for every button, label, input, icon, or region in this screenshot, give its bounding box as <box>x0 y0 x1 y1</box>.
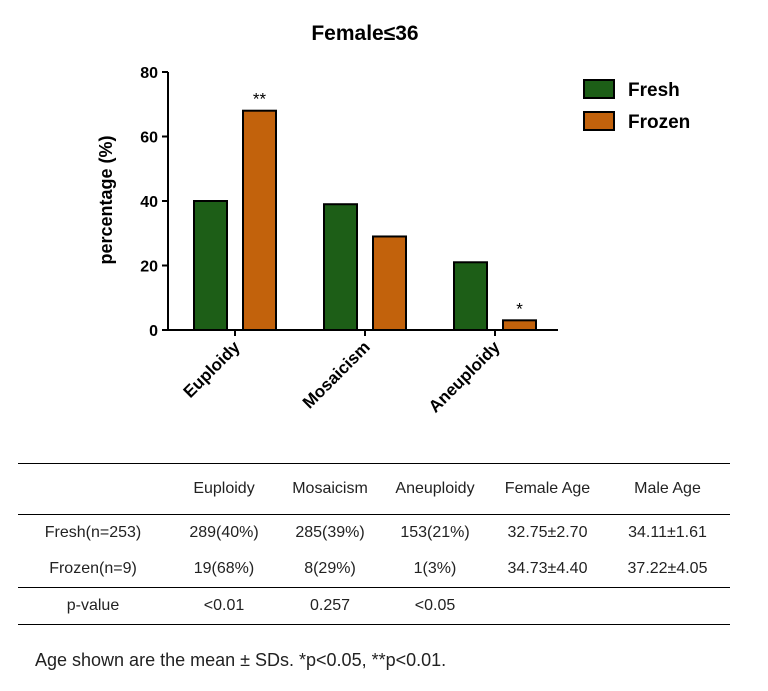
y-tick-label: 0 <box>149 323 158 340</box>
legend-label: Frozen <box>628 112 690 133</box>
x-tick-label: Aneuploidy <box>425 337 504 416</box>
header-cell: Female Age <box>504 480 591 497</box>
y-tick-label: 80 <box>140 65 158 82</box>
x-tick-label: Euploidy <box>180 337 245 402</box>
y-axis-label: percentage (%) <box>96 135 116 264</box>
chart: Female≤36 percentage (%) 0 20 40 60 80 Euploi… <box>96 22 690 416</box>
bar <box>502 319 537 332</box>
bar <box>453 261 488 331</box>
header-cell: Euploidy <box>193 480 255 497</box>
table-cell: 34.73±4.40 <box>507 560 588 577</box>
table-cell: 32.75±2.70 <box>507 524 588 541</box>
y-tick-label: 60 <box>140 130 158 147</box>
y-tick-label: 20 <box>140 259 158 276</box>
legend-label: Fresh <box>628 80 680 101</box>
table-cell: 289(40%) <box>189 524 259 541</box>
data-table: Euploidy Mosaicism Aneuploidy Female Age Mal… <box>18 463 730 625</box>
bar <box>193 200 228 331</box>
table-cell: 19(68%) <box>193 560 255 577</box>
table-cell: <0.05 <box>414 597 456 614</box>
table-cell: Fresh(n=253) <box>44 524 142 541</box>
significance-marker: ** <box>253 90 267 109</box>
header-cell: Male Age <box>634 480 701 497</box>
footnote: Age shown are the mean ± SDs. *p<0.05, *… <box>35 650 447 670</box>
table-cell: 0.257 <box>309 597 351 614</box>
chart-title: Female≤36 <box>311 22 418 45</box>
table-row: p-value <0.01 0.257 <0.05 <box>18 588 730 625</box>
table-cell: Frozen(n=9) <box>49 560 137 577</box>
table-cell: <0.01 <box>203 597 245 614</box>
table-cell: 285(39%) <box>295 524 365 541</box>
table-row: Frozen(n=9) 19(68%) 8(29%) 1(3%) 34.73±4.40 3… <box>18 551 730 588</box>
bar <box>372 235 407 332</box>
table-cell: 37.22±4.05 <box>627 560 708 577</box>
x-tick-label: Mosaicism <box>299 337 374 412</box>
table-cell: 1(3%) <box>413 560 457 577</box>
significance-marker: * <box>516 299 523 318</box>
table-cell: p-value <box>66 597 120 614</box>
legend-swatch <box>583 79 615 99</box>
bar <box>242 109 277 331</box>
table-cell: 34.11±1.61 <box>628 524 707 541</box>
table-cell: 153(21%) <box>400 524 470 541</box>
table-row: Fresh(n=253) 289(40%) 285(39%) 153(21%) 32.7… <box>18 515 730 552</box>
y-tick-label: 40 <box>140 194 158 211</box>
bar <box>323 203 358 332</box>
header-cell: Mosaicism <box>292 480 368 497</box>
header-cell: Aneuploidy <box>395 480 475 497</box>
table-cell: 8(29%) <box>304 560 356 577</box>
blank-cell <box>18 464 168 515</box>
legend-swatch <box>583 111 615 131</box>
